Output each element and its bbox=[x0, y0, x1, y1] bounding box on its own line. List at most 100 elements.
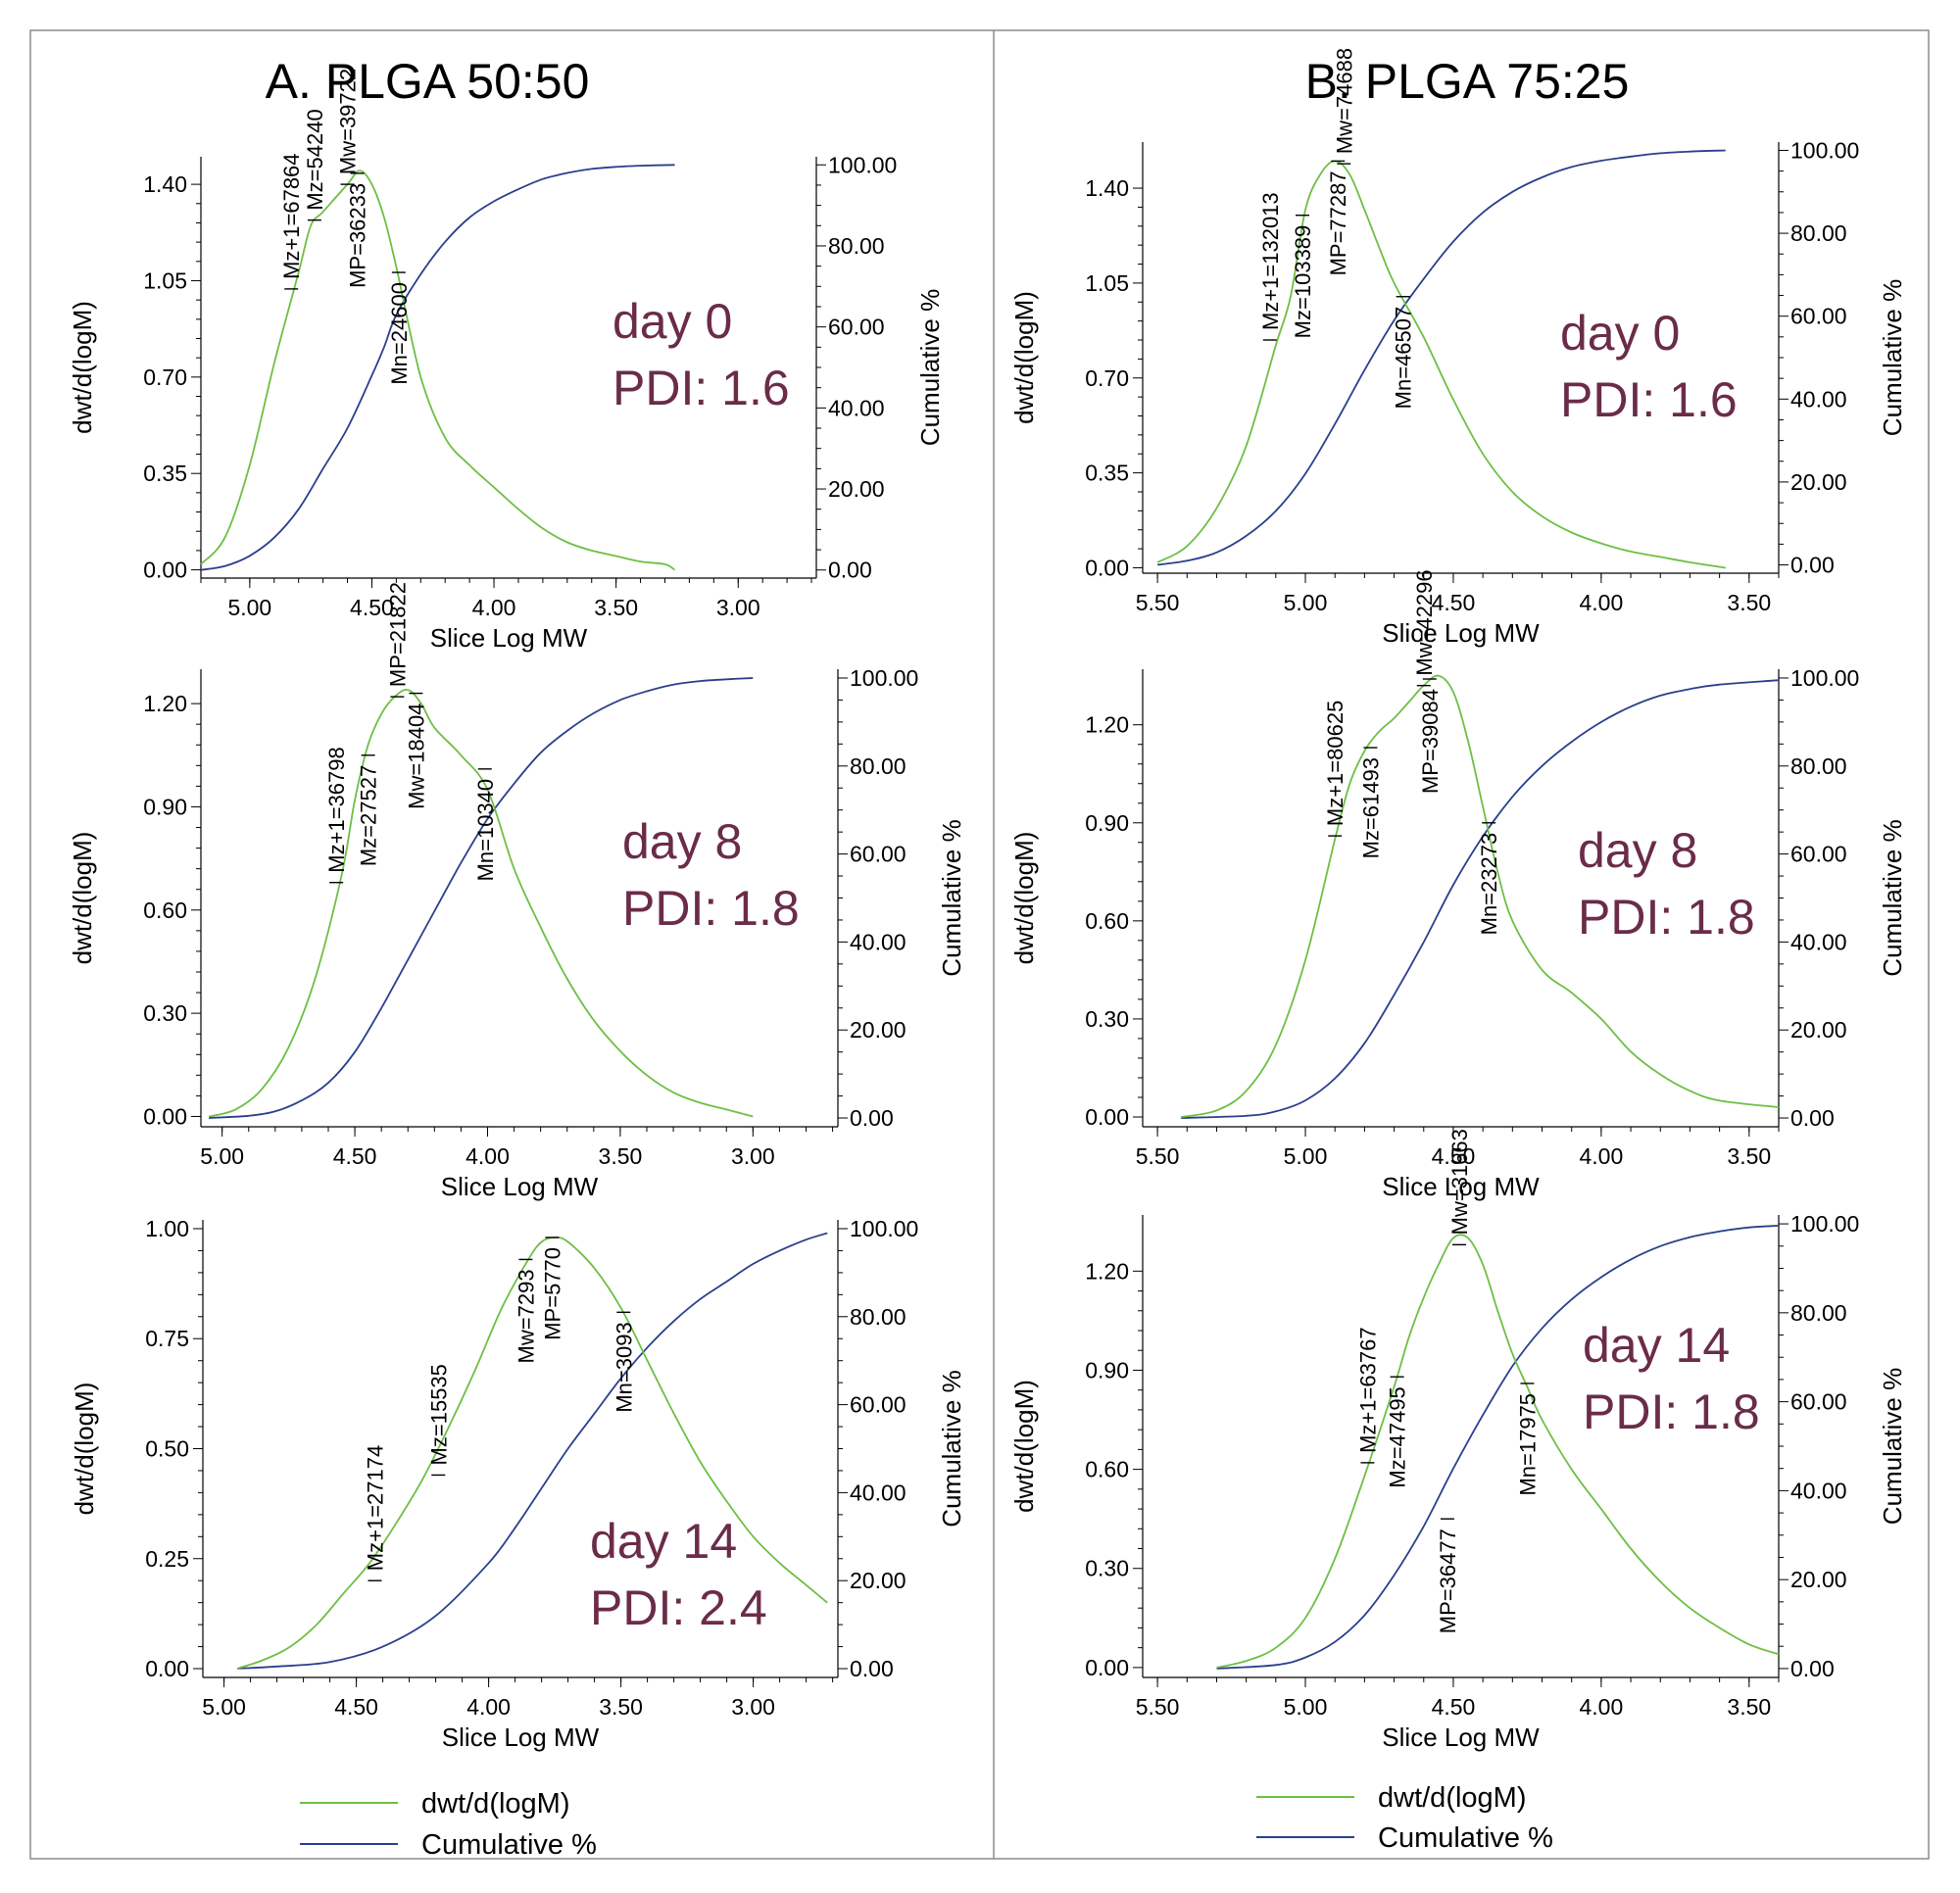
x-tick-label: 4.50 bbox=[350, 595, 394, 620]
x-tick-label: 4.50 bbox=[1432, 1143, 1476, 1169]
peak-marker-label: Mw=42296 bbox=[1412, 569, 1437, 675]
y-tick-label: 0.35 bbox=[1085, 461, 1129, 486]
peak-marker: Mz+1=80625 bbox=[1323, 701, 1348, 837]
x-tick-label: 4.00 bbox=[466, 1143, 510, 1169]
legend-right-cum-label: Cumulative % bbox=[1378, 1822, 1553, 1854]
panel-b-title: B. PLGA 75:25 bbox=[1305, 54, 1630, 109]
peak-marker: MP=39084 bbox=[1418, 678, 1443, 794]
x-tick-label: 5.00 bbox=[1284, 1694, 1328, 1720]
y2-tick-label: 40.00 bbox=[1790, 929, 1847, 954]
peak-marker-label: Mz=103389 bbox=[1291, 225, 1315, 339]
y-tick-label: 1.05 bbox=[1085, 270, 1129, 296]
y-tick-label: 0.00 bbox=[145, 1656, 189, 1681]
y-axis-label: dwt/d(logM) bbox=[70, 1383, 99, 1516]
y2-tick-label: 20.00 bbox=[1790, 469, 1847, 495]
x-axis-label: Slice Log MW bbox=[430, 623, 588, 653]
y2-tick-label: 80.00 bbox=[1790, 1300, 1847, 1326]
panel-a-title: A. PLGA 50:50 bbox=[266, 54, 590, 109]
peak-marker: Mw=74688 bbox=[1332, 48, 1356, 165]
y-tick-label: 0.25 bbox=[145, 1546, 189, 1572]
y-axis-label: dwt/d(logM) bbox=[68, 832, 97, 965]
peak-marker-label: Mn=3093 bbox=[612, 1322, 636, 1412]
legend-left: dwt/d(logM) Cumulative % bbox=[300, 1788, 597, 1861]
day-label: day 8 bbox=[1578, 823, 1697, 878]
y2-tick-label: 60.00 bbox=[850, 842, 906, 867]
x-tick-label: 5.00 bbox=[200, 1143, 244, 1169]
x-tick-label: 3.00 bbox=[731, 1143, 775, 1169]
y2-tick-label: 100.00 bbox=[1790, 665, 1859, 691]
x-tick-label: 4.00 bbox=[472, 595, 516, 620]
peak-marker: Mz+1=27174 bbox=[364, 1445, 388, 1581]
peak-marker-label: MP=39084 bbox=[1418, 689, 1443, 794]
peak-marker: Mz=61493 bbox=[1358, 747, 1383, 858]
peak-marker-label: Mz=27527 bbox=[357, 765, 381, 866]
peak-marker: Mz=103389 bbox=[1291, 215, 1315, 339]
x-tick-label: 4.00 bbox=[1580, 590, 1624, 615]
y-tick-label: 0.60 bbox=[1085, 908, 1129, 934]
peak-marker: Mw=18404 bbox=[404, 692, 428, 809]
x-tick-label: 3.50 bbox=[1727, 590, 1771, 615]
x-tick-label: 5.50 bbox=[1136, 1694, 1180, 1720]
legend-right-dwt-label: dwt/d(logM) bbox=[1378, 1782, 1527, 1814]
x-tick-label: 5.00 bbox=[1284, 590, 1328, 615]
peak-marker: MP=77287 bbox=[1326, 160, 1350, 275]
peak-marker: MP=36477 bbox=[1436, 1518, 1460, 1633]
peak-marker-label: Mz=15535 bbox=[426, 1364, 451, 1465]
peak-marker: Mw=39722 bbox=[336, 69, 361, 185]
x-axis-label: Slice Log MW bbox=[1382, 1723, 1540, 1752]
peak-marker-label: MP=36477 bbox=[1436, 1529, 1460, 1633]
y-tick-label: 0.60 bbox=[1085, 1457, 1129, 1482]
y2-tick-label: 100.00 bbox=[1790, 137, 1859, 163]
legend-left-dwt-label: dwt/d(logM) bbox=[421, 1788, 570, 1820]
peak-marker: Mn=23273 bbox=[1477, 822, 1501, 935]
y2-tick-label: 60.00 bbox=[1790, 304, 1847, 329]
y-tick-label: 0.00 bbox=[1085, 1104, 1129, 1130]
peak-marker-label: Mw=18404 bbox=[404, 704, 428, 809]
peak-marker: Mz+1=36798 bbox=[324, 747, 349, 884]
x-axis-label: Slice Log MW bbox=[441, 1172, 599, 1201]
peak-marker: Mn=3093 bbox=[612, 1311, 636, 1413]
y2-tick-label: 80.00 bbox=[828, 233, 885, 259]
y2-axis-label: Cumulative % bbox=[937, 1370, 966, 1527]
day-label: day 14 bbox=[590, 1514, 737, 1569]
peak-marker-label: Mw=7293 bbox=[514, 1269, 538, 1363]
y2-tick-label: 20.00 bbox=[850, 1017, 906, 1043]
y-tick-label: 0.30 bbox=[1085, 1006, 1129, 1032]
y-tick-label: 0.60 bbox=[143, 898, 187, 923]
y-tick-label: 1.05 bbox=[143, 267, 187, 293]
peak-marker: Mz+1=67864 bbox=[279, 153, 304, 290]
y2-tick-label: 0.00 bbox=[1790, 1105, 1835, 1131]
x-tick-label: 4.00 bbox=[1580, 1143, 1624, 1169]
y2-tick-label: 100.00 bbox=[828, 152, 897, 177]
x-tick-label: 3.50 bbox=[1727, 1694, 1771, 1720]
peak-marker: Mz+1=63767 bbox=[1355, 1327, 1380, 1464]
y2-tick-label: 0.00 bbox=[828, 558, 872, 583]
peak-marker-label: Mn=17975 bbox=[1515, 1393, 1540, 1496]
y2-tick-label: 0.00 bbox=[1790, 553, 1835, 578]
y-axis-label: dwt/d(logM) bbox=[1009, 1380, 1039, 1513]
y2-tick-label: 40.00 bbox=[850, 929, 906, 954]
dwt-series-line bbox=[236, 1237, 828, 1670]
peak-marker-label: MP=36233 bbox=[345, 183, 369, 288]
peak-marker: MP=21822 bbox=[385, 582, 410, 698]
y2-tick-label: 40.00 bbox=[850, 1480, 906, 1505]
x-tick-label: 5.00 bbox=[227, 595, 271, 620]
pdi-label: PDI: 1.6 bbox=[612, 361, 790, 415]
y-tick-label: 0.50 bbox=[145, 1436, 189, 1462]
cumulative-series-line bbox=[1181, 679, 1780, 1119]
x-tick-label: 5.50 bbox=[1136, 1143, 1180, 1169]
peak-marker-label: Mz+1=132013 bbox=[1258, 192, 1283, 330]
y-tick-label: 0.30 bbox=[143, 1000, 187, 1026]
legend-left-cum-label: Cumulative % bbox=[421, 1829, 597, 1861]
x-tick-label: 4.50 bbox=[334, 1694, 378, 1720]
y-tick-label: 0.90 bbox=[143, 794, 187, 819]
y2-tick-label: 60.00 bbox=[850, 1392, 906, 1418]
peak-marker: Mw=31663 bbox=[1447, 1129, 1472, 1246]
pdi-label: PDI: 1.8 bbox=[622, 881, 800, 936]
peak-marker: Mz=47495 bbox=[1386, 1376, 1410, 1488]
peak-marker-label: MP=77287 bbox=[1326, 170, 1350, 275]
x-axis-label: Slice Log MW bbox=[1382, 618, 1540, 648]
chart-a-day0: 5.00 4.50 4.00 3.50 3.00 0.00 0.35 0.70 1.05 1.40… bbox=[68, 69, 945, 653]
y2-axis-label: Cumulative % bbox=[937, 819, 966, 976]
y2-tick-label: 80.00 bbox=[850, 753, 906, 779]
